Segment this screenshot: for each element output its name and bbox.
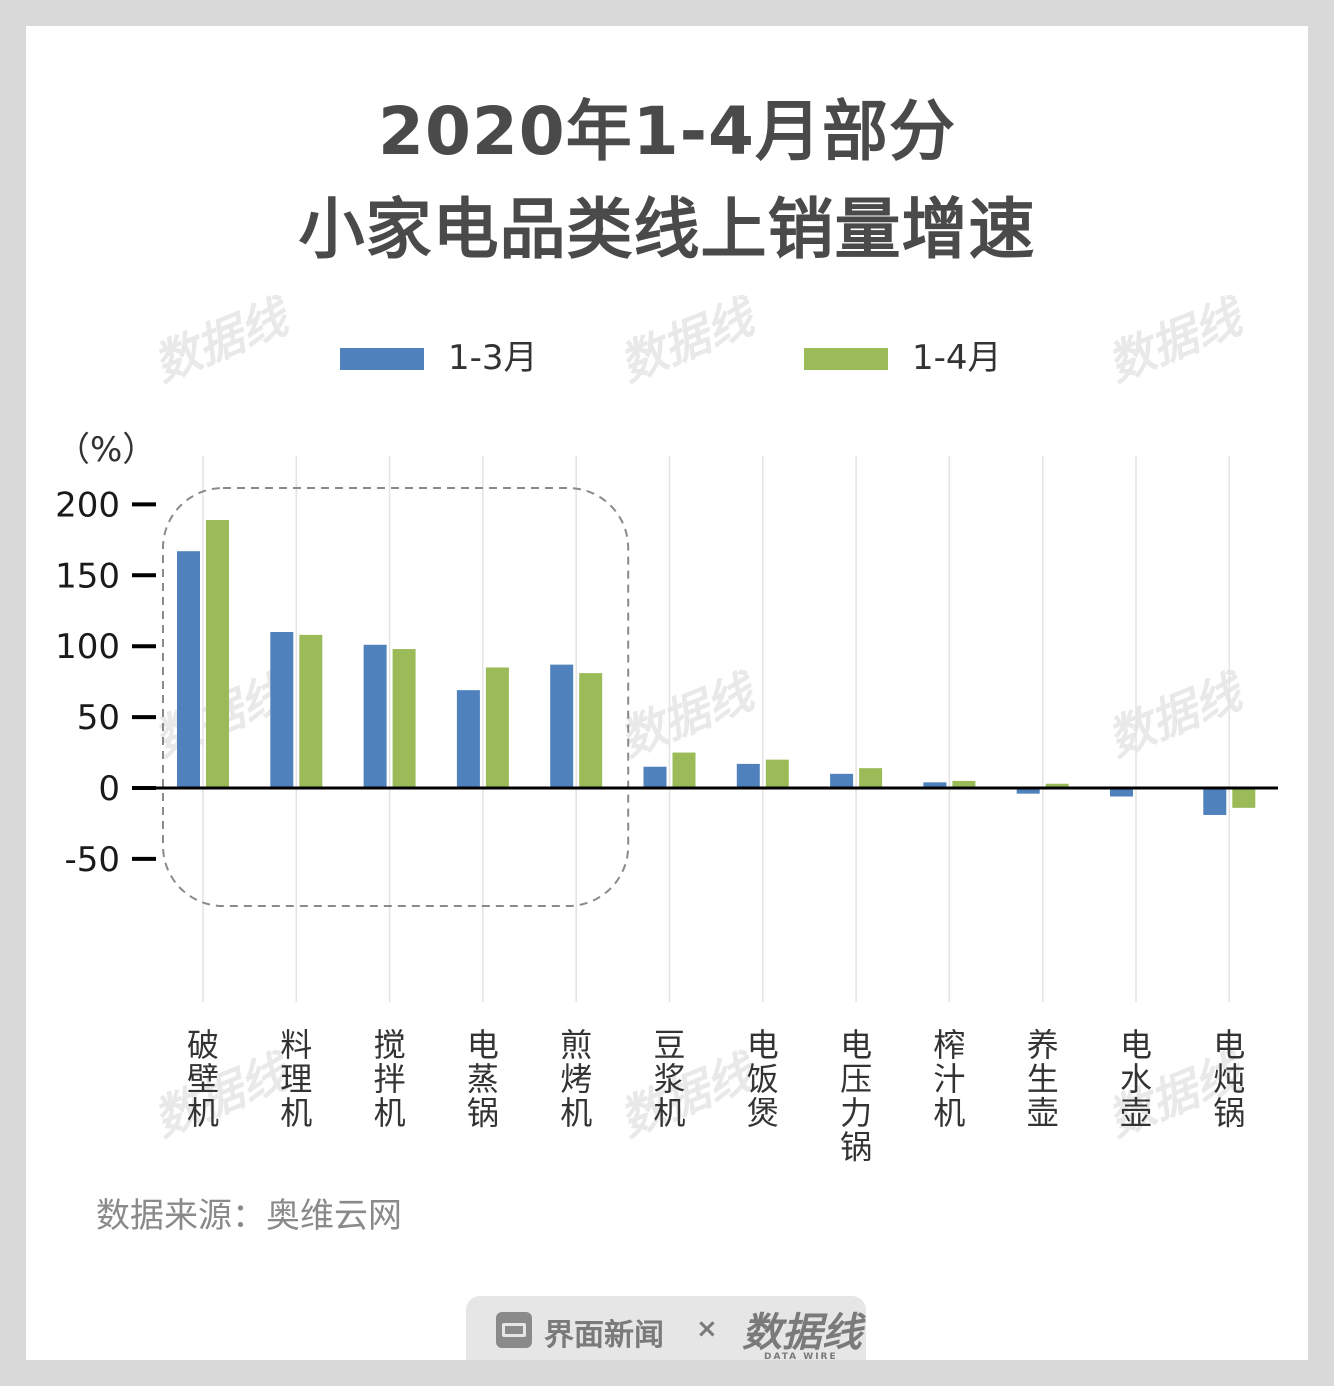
category-label: 榨汁机	[933, 1026, 965, 1132]
bar-2-搅拌机	[392, 649, 416, 788]
y-tick-label: 0	[98, 769, 120, 809]
bar-1-电压力锅	[830, 773, 854, 788]
category-label: 豆浆机	[653, 1026, 685, 1132]
footer-brand: 界面新闻	[544, 1318, 664, 1353]
bar-2-养生壶	[1045, 783, 1069, 788]
bar-1-电炖锅	[1203, 788, 1227, 815]
category-label: 电压力锅	[840, 1026, 872, 1166]
bar-1-电水壶	[1110, 788, 1133, 797]
footer-separator: ×	[696, 1314, 718, 1344]
category-label: 电炖锅	[1213, 1026, 1245, 1132]
bar-2-电饭煲	[765, 759, 789, 788]
bar-2-电炖锅	[1232, 788, 1256, 808]
legend-swatch-series-2	[804, 348, 888, 370]
bar-2-榨汁机	[952, 780, 976, 788]
legend-label-series-1: 1-3月	[448, 338, 538, 378]
jiemian-logo-icon	[496, 1312, 532, 1348]
footer-tab	[466, 1296, 866, 1360]
highlight-box	[162, 487, 630, 907]
category-label: 电水壶	[1120, 1026, 1152, 1132]
bar-2-煎烤机	[579, 673, 603, 788]
category-label: 料理机	[280, 1026, 312, 1132]
bar-1-电饭煲	[736, 763, 760, 788]
chart-title-line-1: 2020年1-4月部分	[378, 93, 956, 170]
bar-1-豆浆机	[643, 766, 667, 788]
bar-2-破壁机	[206, 519, 229, 788]
bar-1-养生壶	[1016, 788, 1040, 794]
footer-partner-sub: DATA WIRE	[764, 1352, 838, 1362]
bar-1-电蒸锅	[456, 690, 480, 788]
bar-1-破壁机	[177, 551, 200, 788]
bar-2-豆浆机	[672, 752, 696, 788]
category-label: 破壁机	[187, 1026, 219, 1132]
legend-swatch-series-1	[340, 348, 424, 370]
category-label: 搅拌机	[374, 1026, 406, 1132]
bar-1-煎烤机	[550, 664, 574, 788]
y-tick-label: 50	[77, 698, 120, 738]
bar-1-搅拌机	[363, 644, 387, 788]
bar-2-电压力锅	[859, 768, 883, 788]
legend-label-series-2: 1-4月	[912, 338, 1002, 378]
bar-2-料理机	[299, 634, 323, 788]
chart-card	[26, 26, 1308, 1360]
category-label: 养生壶	[1027, 1026, 1059, 1132]
category-label: 电饭煲	[747, 1026, 779, 1132]
bar-1-榨汁机	[923, 782, 947, 788]
data-source: 数据来源：奥维云网	[96, 1196, 402, 1236]
y-axis-unit-label: （%）	[56, 430, 157, 470]
bar-1-料理机	[270, 632, 294, 788]
category-label: 煎烤机	[560, 1026, 592, 1132]
y-tick-label: -50	[64, 840, 120, 880]
chart-title-line-2: 小家电品类线上销量增速	[298, 191, 1036, 268]
y-tick-label: 150	[55, 556, 120, 596]
category-label: 电蒸锅	[467, 1026, 499, 1132]
footer-partner-logo: 数据线	[742, 1310, 862, 1356]
y-tick-label: 200	[55, 485, 120, 525]
y-tick-label: 100	[55, 627, 120, 667]
bar-2-电蒸锅	[485, 667, 509, 788]
